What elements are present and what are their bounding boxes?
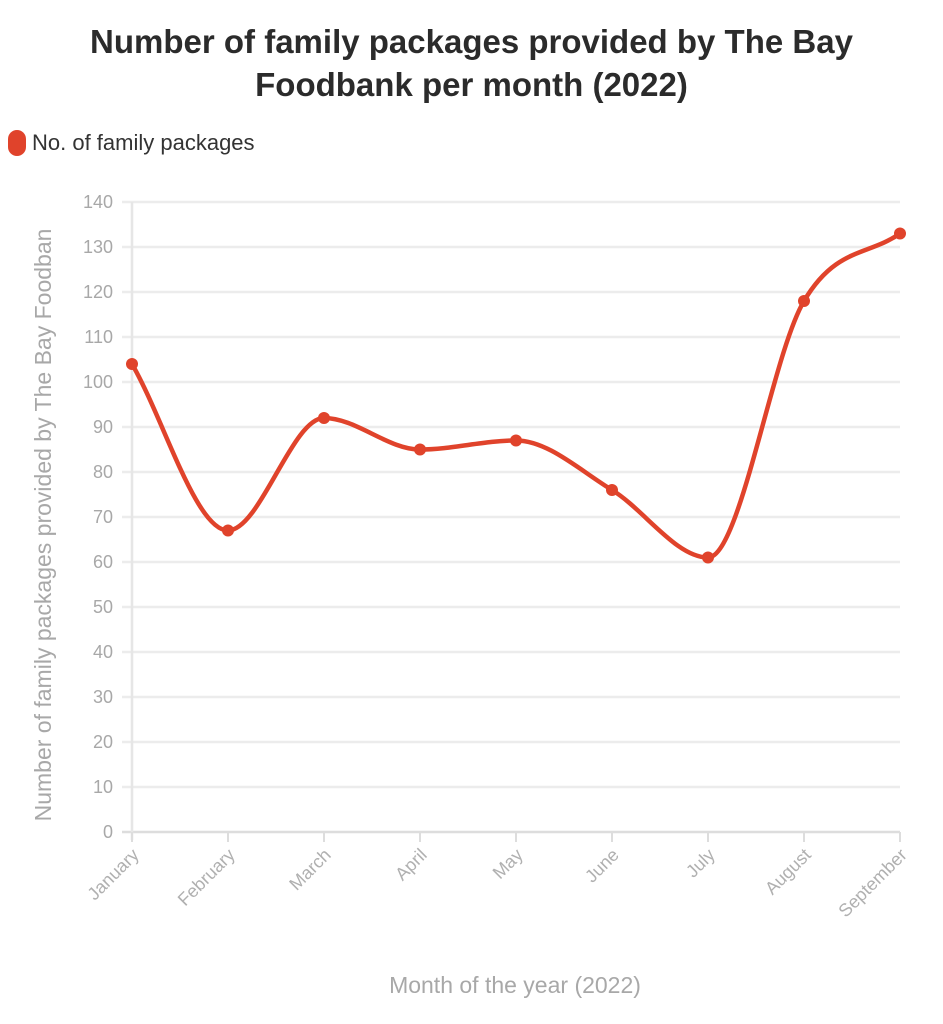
gridlines [122,200,900,840]
x-tick-label: July [682,845,719,882]
y-tick-label: 120 [83,282,113,302]
y-tick-label: 60 [93,552,113,572]
y-tick-label: 90 [93,417,113,437]
x-tick-label: May [489,845,527,883]
data-point-april[interactable] [414,443,426,456]
y-tick-label: 30 [93,687,113,707]
y-tick-label: 10 [93,777,113,797]
x-tick-label: March [285,845,335,895]
x-axis-ticks: January February March April May June July Augu… [83,832,911,921]
x-axis-title: Month of the year (2022) [389,972,641,998]
y-tick-label: 80 [93,462,113,482]
legend-swatch [8,130,26,156]
y-tick-label: 70 [93,507,113,527]
legend[interactable]: No. of family packages [8,130,255,156]
y-tick-label: 40 [93,642,113,662]
x-tick-label: August [761,845,815,899]
legend-label: No. of family packages [32,130,255,155]
data-point-may[interactable] [510,434,522,447]
x-tick-label: February [174,845,239,910]
data-point-august[interactable] [798,295,810,307]
x-tick-label: January [83,845,142,904]
y-axis-title: Number of family packages provided by Th… [30,229,56,822]
y-tick-label: 110 [84,327,113,347]
y-tick-label: 130 [83,237,113,257]
y-tick-label: 20 [93,732,113,752]
chart-title: Number of family packages provided by Th… [0,20,943,106]
x-tick-label: April [391,845,431,885]
data-point-january[interactable] [126,358,138,370]
data-point-july[interactable] [702,551,714,564]
y-axis-ticks: 0 10 20 30 40 50 60 70 80 90 100 110 120 130 140 [83,192,113,842]
data-point-september[interactable] [894,227,906,240]
series-line-0 [129,231,903,560]
x-tick-label: September [834,845,910,921]
series-layer [126,227,906,564]
chart-title-line-1: Number of family packages provided by Th… [90,23,853,60]
y-tick-label: 140 [83,192,113,212]
data-point-february[interactable] [222,524,234,537]
data-point-june[interactable] [606,484,618,496]
x-tick-label: June [581,845,623,887]
y-tick-label: 0 [103,822,113,842]
chart-title-line-2: Foodbank per month (2022) [255,66,688,103]
y-tick-label: 50 [93,597,113,617]
y-tick-label: 100 [83,372,113,392]
data-point-march[interactable] [318,412,330,424]
